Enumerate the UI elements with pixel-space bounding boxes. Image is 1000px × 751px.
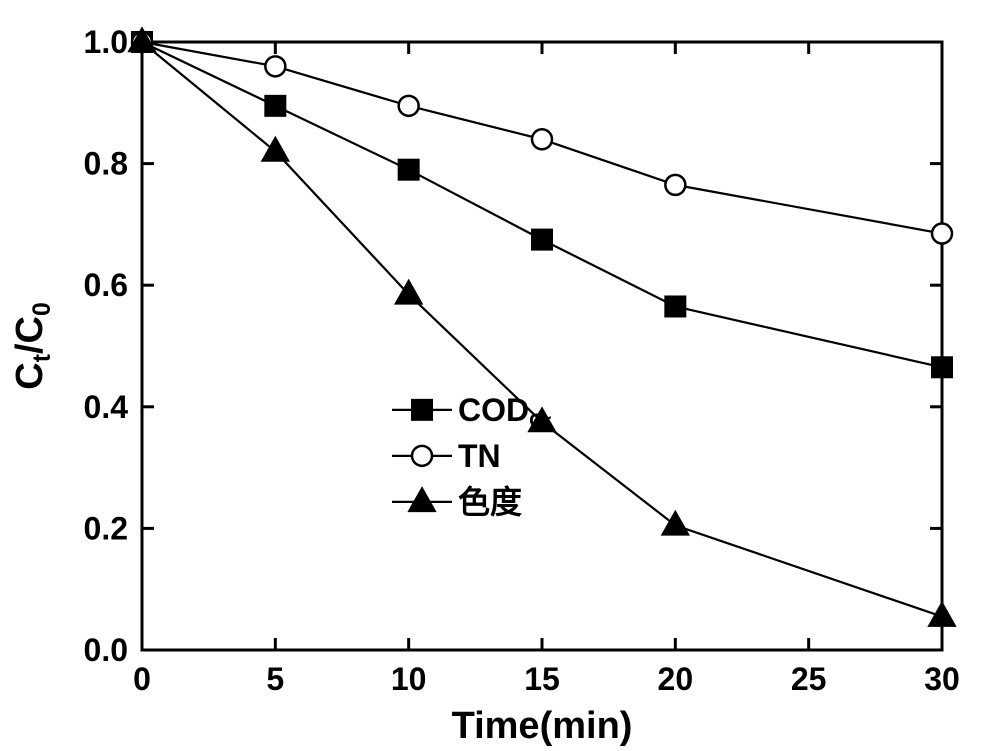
y-tick-label: 0.0 bbox=[84, 632, 128, 668]
x-tick-label: 30 bbox=[924, 661, 960, 697]
marker-circle bbox=[532, 129, 552, 149]
marker-circle bbox=[265, 56, 285, 76]
marker-circle bbox=[665, 175, 685, 195]
x-axis-label: Time(min) bbox=[452, 705, 633, 747]
line-chart: 051015202530Time(min)0.00.20.40.60.81.0C… bbox=[0, 0, 1000, 751]
marker-circle bbox=[932, 224, 952, 244]
marker-square bbox=[265, 96, 285, 116]
marker-square bbox=[532, 230, 552, 250]
marker-circle bbox=[412, 446, 432, 466]
x-tick-label: 15 bbox=[524, 661, 560, 697]
marker-circle bbox=[399, 96, 419, 116]
legend-label-sedu: 色度 bbox=[458, 484, 522, 520]
y-tick-label: 0.2 bbox=[84, 510, 128, 546]
x-tick-label: 10 bbox=[391, 661, 427, 697]
marker-square bbox=[932, 357, 952, 377]
y-tick-label: 1.0 bbox=[84, 24, 128, 60]
legend-label-tn: TN bbox=[458, 438, 501, 474]
y-tick-label: 0.4 bbox=[84, 389, 129, 425]
marker-square bbox=[399, 160, 419, 180]
chart-bg bbox=[0, 0, 1000, 751]
x-tick-label: 25 bbox=[791, 661, 827, 697]
marker-square bbox=[412, 400, 432, 420]
x-tick-label: 20 bbox=[658, 661, 694, 697]
y-tick-label: 0.6 bbox=[84, 267, 128, 303]
x-tick-label: 0 bbox=[133, 661, 151, 697]
marker-square bbox=[665, 296, 685, 316]
y-tick-label: 0.8 bbox=[84, 146, 128, 182]
x-tick-label: 5 bbox=[266, 661, 284, 697]
